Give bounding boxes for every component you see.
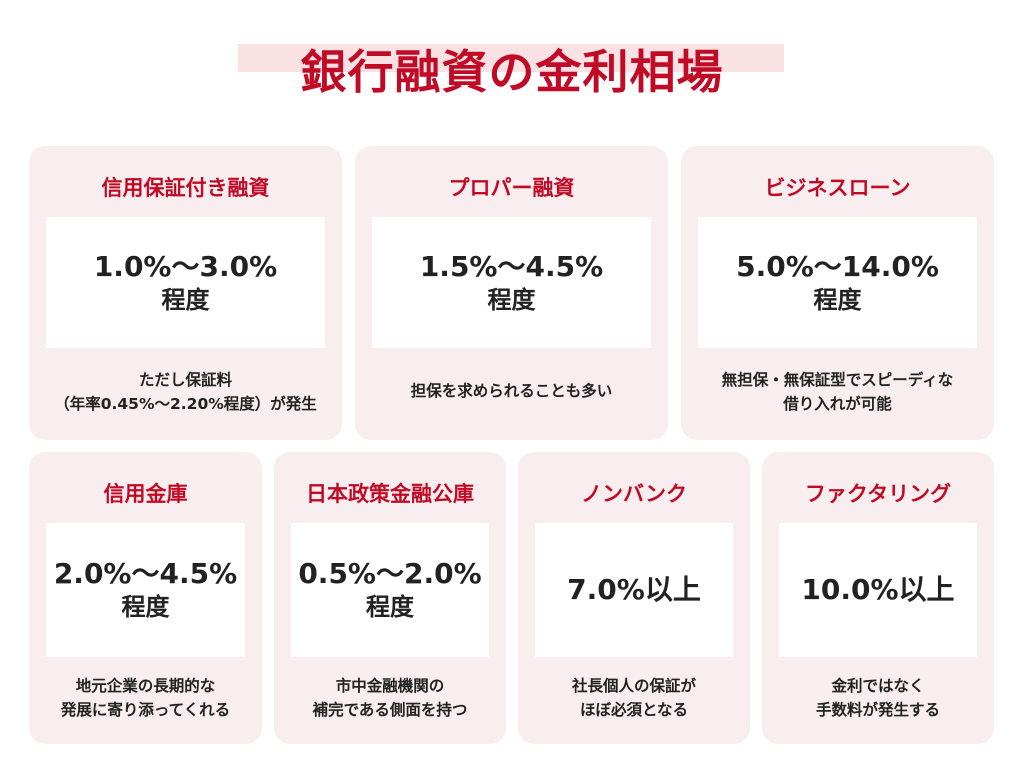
rate-box: 5.0%～14.0% 程度 (698, 217, 977, 348)
rate-suffix: 程度 (487, 285, 536, 314)
rate-suffix: 程度 (121, 593, 170, 621)
rate-range: 0.5%～2.0% (298, 557, 482, 590)
page-title: 銀行融資の金利相場 (300, 45, 724, 99)
desc-line-1: 社長個人の保証が (571, 677, 696, 695)
desc-line-1: 担保を求められることも多い (410, 382, 613, 400)
rate-range: 2.0%～4.5% (53, 557, 238, 590)
title-highlight (238, 44, 784, 72)
card-business-loan: ビジネスローン 5.0%～14.0% 程度 無担保・無保証型でスピーディな 借り… (681, 146, 994, 440)
card-description: 市中金融機関の 補完である側面を持つ (274, 674, 506, 722)
card-factoring: ファクタリング 10.0%以上 金利ではなく 手数料が発生する (762, 452, 994, 744)
rate-box: 2.0%～4.5% 程度 (46, 523, 245, 657)
desc-line-2: 発展に寄り添ってくれる (60, 701, 231, 719)
rate-range: 1.5%～4.5% (419, 249, 604, 283)
rate-suffix: 程度 (366, 593, 414, 621)
card-title: 日本政策金融公庫 (306, 482, 474, 506)
rate-box: 1.5%～4.5% 程度 (372, 217, 651, 348)
rate-range: 1.0%～3.0% (93, 249, 278, 283)
rate-suffix: 程度 (161, 285, 210, 314)
card-title: ノンバンク (580, 482, 688, 506)
card-title: 信用金庫 (103, 482, 188, 506)
card-shinyo-hosho: 信用保証付き融資 1.0%～3.0% 程度 ただし保証料 （年率0.45%～2.… (29, 146, 342, 440)
rate-box: 1.0%～3.0% 程度 (46, 217, 325, 348)
desc-line-1: 金利ではなく (831, 677, 925, 695)
card-title: ビジネスローン (764, 176, 911, 200)
card-title: プロパー融資 (448, 176, 575, 200)
card-description: 地元企業の長期的な 発展に寄り添ってくれる (29, 674, 262, 722)
card-description: 無担保・無保証型でスピーディな 借り入れが可能 (681, 368, 994, 416)
card-title: ファクタリング (804, 482, 952, 506)
rate-range: 10.0%以上 (801, 573, 955, 606)
rate-range: 7.0%以上 (567, 573, 701, 606)
rate-suffix: 程度 (813, 285, 862, 314)
card-description: 社長個人の保証が ほぼ必須となる (518, 674, 750, 722)
desc-line-1: 市中金融機関の (335, 677, 445, 695)
rate-range: 5.0%～14.0% (736, 249, 939, 283)
desc-line-2: 手数料が発生する (815, 701, 940, 719)
desc-line-2: 補完である側面を持つ (312, 701, 468, 719)
desc-line-1: ただし保証料 (138, 371, 232, 389)
rate-box: 0.5%～2.0% 程度 (291, 523, 489, 657)
desc-line-2: ほぼ必須となる (579, 701, 689, 719)
card-description: 担保を求められることも多い (355, 379, 668, 403)
card-jfc: 日本政策金融公庫 0.5%～2.0% 程度 市中金融機関の 補完である側面を持つ (274, 452, 506, 744)
desc-line-2: （年率0.45%～2.20%程度）が発生 (54, 395, 317, 413)
title-area: 銀行融資の金利相場 (0, 34, 1024, 110)
card-description: 金利ではなく 手数料が発生する (762, 674, 994, 722)
card-proper: プロパー融資 1.5%～4.5% 程度 担保を求められることも多い (355, 146, 668, 440)
card-shinkin: 信用金庫 2.0%～4.5% 程度 地元企業の長期的な 発展に寄り添ってくれる (29, 452, 262, 744)
card-nonbank: ノンバンク 7.0%以上 社長個人の保証が ほぼ必須となる (518, 452, 750, 744)
card-title: 信用保証付き融資 (101, 176, 270, 200)
rate-box: 10.0%以上 (779, 523, 977, 657)
card-description: ただし保証料 （年率0.45%～2.20%程度）が発生 (29, 368, 342, 416)
desc-line-1: 無担保・無保証型でスピーディな (721, 371, 954, 389)
desc-line-1: 地元企業の長期的な (75, 677, 216, 695)
desc-line-2: 借り入れが可能 (783, 395, 892, 413)
rate-box: 7.0%以上 (535, 523, 733, 657)
